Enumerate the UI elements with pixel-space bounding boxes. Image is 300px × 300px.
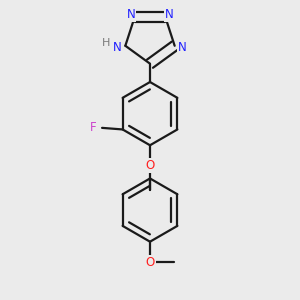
Text: O: O — [146, 256, 154, 269]
Text: F: F — [90, 122, 96, 134]
Text: N: N — [113, 41, 122, 54]
Text: H: H — [101, 38, 110, 48]
Text: N: N — [165, 8, 173, 21]
Text: N: N — [127, 8, 135, 21]
Text: N: N — [178, 41, 187, 54]
Text: O: O — [146, 159, 154, 172]
